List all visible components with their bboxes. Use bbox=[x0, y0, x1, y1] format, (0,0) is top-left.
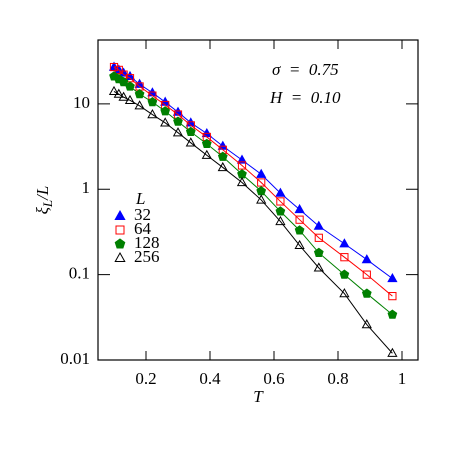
marker bbox=[172, 127, 184, 137]
marker bbox=[294, 239, 305, 250]
marker bbox=[387, 273, 398, 283]
marker bbox=[361, 254, 372, 264]
marker bbox=[236, 154, 248, 164]
marker bbox=[295, 215, 304, 224]
marker bbox=[217, 140, 228, 150]
marker bbox=[361, 319, 372, 329]
marker bbox=[109, 62, 119, 72]
legend-label: 32 bbox=[134, 205, 151, 224]
marker bbox=[147, 96, 158, 107]
marker bbox=[387, 347, 398, 357]
marker bbox=[237, 161, 247, 170]
y-label-main: ξ bbox=[33, 206, 52, 214]
y-tick-label: 0.01 bbox=[60, 349, 90, 368]
marker bbox=[275, 215, 286, 226]
marker bbox=[134, 89, 145, 99]
series-line bbox=[113, 90, 393, 354]
y-tick-label: 1 bbox=[82, 178, 91, 197]
marker bbox=[201, 127, 212, 138]
marker bbox=[362, 270, 371, 279]
marker bbox=[113, 88, 124, 98]
x-axis-label: T bbox=[253, 387, 264, 406]
x-tick-label: 0.8 bbox=[327, 369, 348, 388]
marker bbox=[313, 247, 324, 257]
marker bbox=[313, 262, 324, 272]
legend-marker bbox=[114, 251, 126, 262]
marker bbox=[124, 70, 136, 81]
legend-label: 256 bbox=[134, 247, 160, 266]
marker bbox=[217, 151, 228, 161]
marker bbox=[339, 238, 350, 248]
marker bbox=[275, 206, 286, 216]
marker bbox=[185, 137, 196, 147]
y-label-rest: /L bbox=[33, 186, 52, 201]
marker bbox=[118, 91, 129, 101]
marker bbox=[108, 85, 120, 96]
y-tick-label: 0.1 bbox=[69, 264, 90, 283]
marker bbox=[160, 117, 171, 127]
marker bbox=[125, 81, 135, 91]
legend-marker bbox=[114, 209, 126, 220]
marker bbox=[361, 288, 372, 298]
series-line bbox=[113, 75, 393, 316]
series-line bbox=[113, 66, 393, 297]
legend-label: 128 bbox=[134, 233, 160, 252]
x-tick-label: 0.6 bbox=[263, 369, 284, 388]
y-tick-label: 10 bbox=[73, 93, 90, 112]
marker bbox=[339, 269, 350, 279]
marker bbox=[114, 65, 123, 75]
legend-title: L bbox=[135, 189, 145, 208]
marker bbox=[256, 168, 267, 178]
legend-marker bbox=[115, 225, 125, 235]
legend-label: 64 bbox=[134, 219, 152, 238]
annotation: H = 0.10 bbox=[269, 88, 341, 107]
marker bbox=[388, 292, 397, 301]
marker bbox=[339, 288, 350, 298]
marker bbox=[185, 126, 196, 137]
marker bbox=[173, 116, 183, 126]
legend-marker bbox=[114, 238, 126, 249]
marker bbox=[118, 76, 129, 87]
x-tick-label: 1 bbox=[398, 369, 407, 388]
marker bbox=[276, 197, 285, 206]
annotation: σ = 0.75 bbox=[272, 60, 339, 79]
marker bbox=[124, 94, 136, 104]
marker bbox=[340, 253, 349, 262]
marker bbox=[201, 149, 212, 159]
marker bbox=[134, 78, 145, 88]
marker bbox=[236, 176, 248, 187]
marker bbox=[313, 220, 324, 230]
marker bbox=[387, 309, 398, 319]
plot-frame bbox=[97, 39, 419, 361]
marker bbox=[275, 187, 286, 197]
marker bbox=[256, 194, 267, 204]
marker bbox=[294, 203, 305, 214]
y-label-sub: L bbox=[40, 200, 55, 208]
x-tick-label: 0.2 bbox=[135, 369, 156, 388]
marker bbox=[201, 138, 212, 149]
y-axis-label: ξL/L bbox=[33, 186, 55, 215]
marker bbox=[160, 106, 171, 116]
marker bbox=[294, 225, 305, 235]
marker bbox=[147, 109, 158, 119]
marker bbox=[134, 100, 145, 110]
marker bbox=[314, 233, 323, 242]
x-tick-label: 0.4 bbox=[199, 369, 221, 388]
marker bbox=[217, 161, 228, 172]
